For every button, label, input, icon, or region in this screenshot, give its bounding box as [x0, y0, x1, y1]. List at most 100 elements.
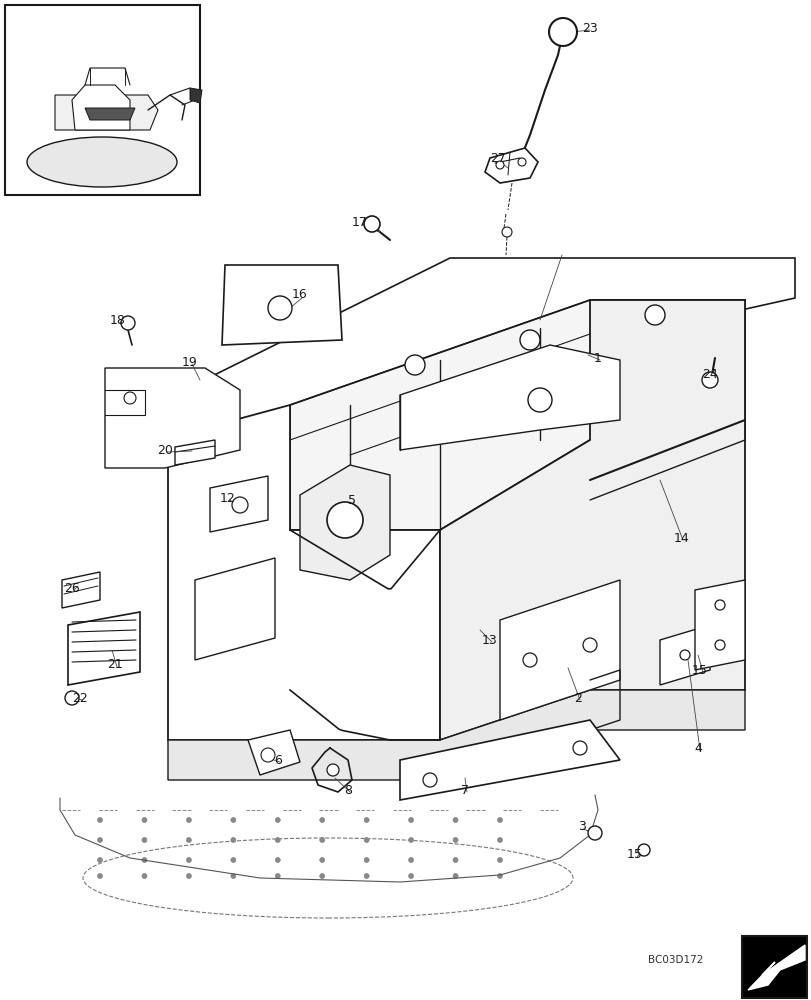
Circle shape	[679, 650, 689, 660]
Polygon shape	[55, 95, 158, 130]
Polygon shape	[290, 300, 744, 530]
Polygon shape	[400, 720, 620, 800]
Circle shape	[97, 874, 102, 878]
Circle shape	[497, 837, 502, 842]
Circle shape	[408, 817, 413, 822]
Circle shape	[453, 817, 457, 822]
Circle shape	[142, 837, 147, 842]
Circle shape	[187, 817, 191, 822]
Text: 4: 4	[693, 741, 701, 754]
Circle shape	[65, 691, 79, 705]
Circle shape	[124, 392, 135, 404]
Circle shape	[714, 600, 724, 610]
Circle shape	[453, 837, 457, 842]
Polygon shape	[484, 148, 538, 183]
Polygon shape	[190, 88, 202, 103]
Text: 1: 1	[594, 352, 601, 364]
Polygon shape	[168, 690, 744, 780]
Text: 5: 5	[348, 493, 355, 506]
Circle shape	[142, 817, 147, 822]
Circle shape	[714, 640, 724, 650]
Circle shape	[230, 837, 235, 842]
Text: BC03D172: BC03D172	[647, 955, 702, 965]
Circle shape	[582, 638, 596, 652]
Circle shape	[573, 741, 586, 755]
Polygon shape	[62, 572, 100, 608]
Circle shape	[405, 355, 424, 375]
Polygon shape	[105, 368, 240, 468]
Circle shape	[320, 857, 324, 862]
Text: 22: 22	[72, 692, 88, 704]
Circle shape	[522, 653, 536, 667]
Circle shape	[275, 817, 280, 822]
Circle shape	[496, 161, 504, 169]
Circle shape	[363, 874, 369, 878]
Text: 27: 27	[490, 152, 505, 165]
Circle shape	[230, 874, 235, 878]
Text: 15: 15	[691, 664, 707, 676]
Circle shape	[501, 227, 512, 237]
Circle shape	[587, 826, 601, 840]
Text: 18: 18	[110, 314, 126, 326]
Polygon shape	[168, 258, 794, 438]
Circle shape	[320, 817, 324, 822]
Circle shape	[275, 837, 280, 842]
Polygon shape	[221, 265, 341, 345]
Circle shape	[517, 158, 526, 166]
Text: 13: 13	[482, 634, 497, 646]
Circle shape	[519, 330, 539, 350]
Polygon shape	[694, 580, 744, 670]
Circle shape	[644, 305, 664, 325]
Text: 14: 14	[673, 532, 689, 544]
Circle shape	[142, 857, 147, 862]
Circle shape	[187, 837, 191, 842]
Polygon shape	[72, 85, 130, 130]
Circle shape	[408, 857, 413, 862]
Text: 20: 20	[157, 444, 173, 456]
Circle shape	[275, 857, 280, 862]
Circle shape	[97, 817, 102, 822]
Circle shape	[320, 837, 324, 842]
Circle shape	[275, 874, 280, 878]
Circle shape	[637, 844, 649, 856]
Circle shape	[260, 748, 275, 762]
Text: 24: 24	[702, 368, 717, 381]
Circle shape	[497, 874, 502, 878]
Circle shape	[423, 773, 436, 787]
Text: 26: 26	[64, 582, 79, 594]
Circle shape	[232, 497, 247, 513]
Bar	[5, 5, 200, 195]
Circle shape	[453, 874, 457, 878]
Text: 6: 6	[274, 754, 281, 766]
Text: 8: 8	[344, 784, 351, 796]
Text: 16: 16	[292, 288, 307, 302]
Circle shape	[548, 18, 577, 46]
Circle shape	[121, 316, 135, 330]
Circle shape	[363, 837, 369, 842]
Ellipse shape	[27, 137, 177, 187]
Circle shape	[230, 817, 235, 822]
Circle shape	[497, 817, 502, 822]
Circle shape	[363, 857, 369, 862]
Circle shape	[363, 216, 380, 232]
Circle shape	[97, 857, 102, 862]
Circle shape	[320, 874, 324, 878]
Polygon shape	[210, 476, 268, 532]
Circle shape	[327, 502, 363, 538]
Circle shape	[187, 857, 191, 862]
Circle shape	[268, 296, 292, 320]
Polygon shape	[85, 108, 135, 120]
Polygon shape	[440, 300, 744, 740]
Polygon shape	[299, 465, 389, 580]
Polygon shape	[68, 612, 139, 685]
Circle shape	[230, 857, 235, 862]
Polygon shape	[168, 405, 440, 740]
Polygon shape	[400, 345, 620, 450]
Circle shape	[497, 857, 502, 862]
Circle shape	[408, 874, 413, 878]
Polygon shape	[659, 625, 709, 685]
Circle shape	[453, 857, 457, 862]
Text: 23: 23	[581, 22, 597, 35]
Text: 7: 7	[461, 784, 469, 796]
Circle shape	[142, 874, 147, 878]
